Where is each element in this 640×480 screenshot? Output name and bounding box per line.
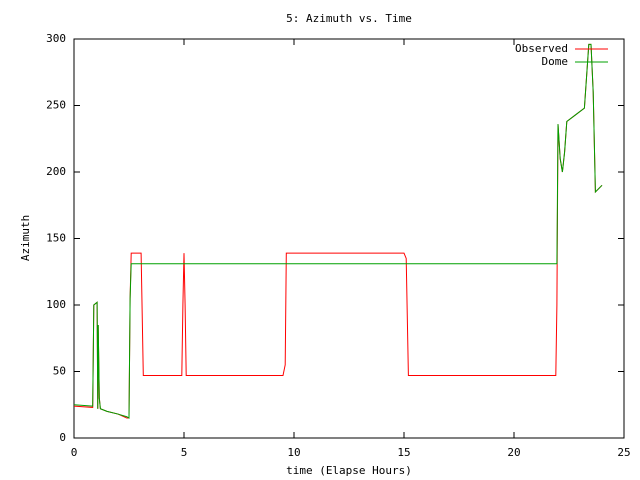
x-tick-label: 25 [617, 446, 630, 459]
data-line [73, 43, 603, 419]
y-tick-label: 0 [59, 431, 66, 444]
x-tick-label: 10 [287, 446, 300, 459]
plot-frame [73, 38, 625, 439]
x-tick-label: 20 [507, 446, 520, 459]
y-tick-label: 150 [46, 232, 66, 245]
y-tick-label: 250 [46, 99, 66, 112]
chart-title: 5: Azimuth vs. Time [286, 12, 412, 25]
x-tick-label: 0 [71, 446, 78, 459]
x-tick-label: 15 [397, 446, 410, 459]
x-tick-label: 5 [181, 446, 188, 459]
y-tick-label: 50 [53, 365, 66, 378]
x-axis-label: time (Elapse Hours) [286, 464, 412, 477]
y-tick-label: 100 [46, 298, 66, 311]
y-axis-label: Azimuth [19, 215, 32, 261]
y-tick-label: 200 [46, 165, 66, 178]
legend-label: Observed [515, 42, 568, 55]
legend-label: Dome [542, 55, 569, 68]
y-tick-label: 300 [46, 32, 66, 45]
data-line [73, 43, 603, 419]
